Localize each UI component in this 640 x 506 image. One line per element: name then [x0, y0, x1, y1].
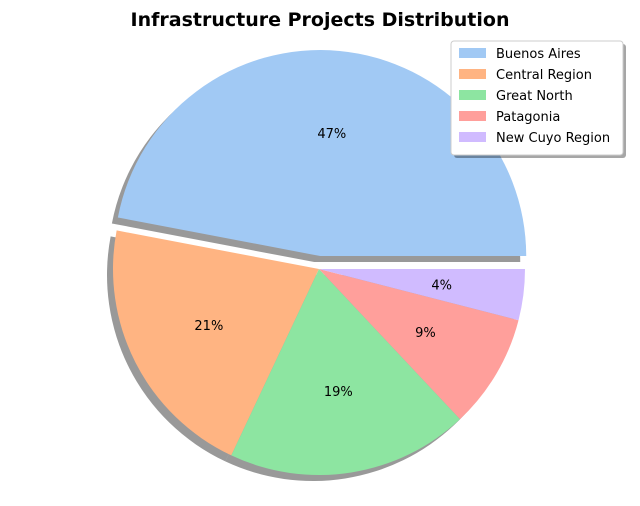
percent-label-new-cuyo-region: 4% — [431, 278, 452, 293]
percent-label-buenos-aires: 47% — [317, 127, 346, 142]
pie-slice-new-cuyo-region — [319, 269, 525, 321]
legend-swatch-great-north — [459, 90, 486, 100]
legend-label-buenos-aires: Buenos Aires — [496, 47, 581, 62]
legend-swatch-central-region — [459, 69, 486, 79]
pie-slice-patagonia — [319, 269, 519, 420]
pie-slice-great-north — [231, 269, 461, 475]
pie-slice-buenos-aires — [117, 50, 527, 257]
percent-label-central-region: 21% — [194, 319, 223, 334]
pie-slice-central-region — [112, 230, 319, 456]
legend-label-patagonia: Patagonia — [496, 110, 560, 125]
legend-label-central-region: Central Region — [496, 68, 592, 83]
percent-label-great-north: 19% — [324, 385, 353, 400]
legend-box — [450, 40, 624, 156]
legend: Buenos Aires Central Region Great North Pat… — [450, 40, 626, 158]
legend-swatch-new-cuyo-region — [459, 132, 486, 142]
legend-swatch-buenos-aires — [459, 48, 486, 58]
legend-label-new-cuyo-region: New Cuyo Region — [496, 131, 610, 146]
legend-label-great-north: Great North — [496, 89, 573, 104]
chart-title: Infrastructure Projects Distribution — [131, 9, 510, 31]
percent-label-patagonia: 9% — [415, 326, 436, 341]
pie-slices — [112, 50, 527, 475]
percent-labels: 47% 21% 19% 9% 4% — [194, 127, 452, 400]
legend-swatch-patagonia — [459, 111, 486, 121]
